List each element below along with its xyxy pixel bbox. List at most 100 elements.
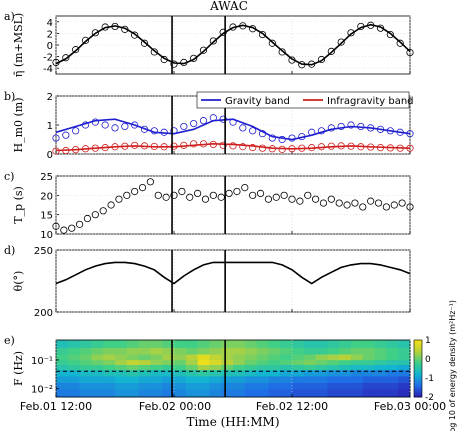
heatmap-cell (362, 360, 376, 366)
heatmap-cell (79, 376, 92, 384)
data-point (52, 222, 60, 230)
heatmap-cell (103, 340, 116, 349)
heatmap-cell (315, 365, 328, 371)
heatmap-cell (280, 389, 293, 398)
data-point (376, 125, 385, 133)
y-tick-label: 0 (47, 150, 53, 161)
colorbar-segment (414, 340, 422, 342)
heatmap-cell (362, 340, 376, 349)
data-point (343, 201, 351, 209)
heatmap-cell (374, 354, 387, 361)
data-point (209, 140, 217, 149)
heatmap-cell (209, 376, 222, 384)
heatmap-cell (162, 365, 175, 371)
heatmap-cell (56, 370, 69, 377)
heatmap-cell (185, 340, 199, 349)
heatmap-cell (233, 360, 246, 366)
data-point (288, 56, 296, 64)
data-point (219, 141, 227, 149)
data-point (199, 140, 208, 148)
heatmap-cell (386, 347, 399, 356)
data-point (406, 130, 414, 138)
heatmap-cell (233, 365, 246, 371)
heatmap-cell (115, 360, 128, 366)
heatmap-cell (386, 376, 399, 384)
data-point (272, 193, 280, 201)
heatmap-cell (79, 370, 92, 377)
heatmap-cell (351, 370, 364, 377)
y-tick-label: -2 (43, 53, 53, 64)
data-point (376, 144, 385, 152)
heatmap-cell (268, 389, 281, 398)
colorbar-tick-label: -2 (425, 393, 434, 403)
data-point (121, 142, 129, 150)
data-point (280, 191, 288, 199)
data-point (160, 143, 168, 151)
heatmap-cell (362, 365, 376, 371)
heatmap-cell (185, 370, 199, 377)
data-point (327, 124, 335, 132)
heatmap-cell (91, 370, 104, 377)
heatmap-cell (126, 370, 140, 377)
heatmap-cell (362, 389, 376, 398)
data-point (278, 135, 286, 144)
data-point (396, 144, 404, 152)
data-point (72, 46, 80, 54)
heatmap-cell (162, 389, 175, 398)
heatmap-cell (233, 340, 246, 349)
heatmap-cell (185, 383, 199, 390)
heatmap-cell (150, 389, 163, 398)
plot-frame (55, 175, 411, 235)
heatmap-cell (244, 347, 258, 356)
data-point (111, 22, 119, 31)
data-point (268, 39, 276, 47)
data-point (111, 143, 119, 151)
y-axis-label: T_p (s) (12, 186, 25, 224)
heatmap-cell (398, 389, 411, 398)
data-point (308, 128, 316, 136)
heatmap-cell (174, 370, 187, 377)
plot-frame (55, 339, 411, 398)
colorbar-segment (414, 381, 422, 384)
heatmap-cell (174, 365, 187, 371)
data-point (337, 38, 345, 46)
data-point (288, 134, 296, 142)
data-point (190, 119, 198, 128)
heatmap-cell (256, 340, 269, 349)
data-point (140, 142, 149, 150)
panel-a: a) 420-2-4 η̄ (m+MSL) (4, 10, 414, 77)
data-point (121, 122, 129, 131)
heatmap-cell (91, 376, 104, 384)
colorbar-segment (414, 371, 422, 374)
heatmap-cell (221, 376, 234, 384)
heatmap-cell (162, 340, 175, 349)
data-point (288, 195, 296, 203)
heatmap-cell (56, 389, 69, 398)
heatmap-cell (244, 360, 258, 366)
data-point (91, 144, 99, 152)
data-point (296, 197, 304, 205)
heatmap-cell (174, 360, 187, 366)
data-point (249, 25, 257, 33)
colorbar-segment (414, 384, 422, 387)
data-point (170, 142, 178, 150)
data-point (219, 115, 227, 123)
y-tick-label: -4 (43, 64, 53, 75)
heatmap-cell (221, 383, 234, 390)
heatmap-cell (280, 365, 293, 371)
heatmap-cell (268, 347, 281, 356)
y-tick-label: 10⁻² (31, 384, 53, 395)
heatmap-cell (197, 340, 210, 349)
heatmap-cell (386, 389, 399, 398)
data-point (357, 143, 365, 151)
heatmap-cell (174, 389, 187, 398)
data-point (150, 142, 158, 151)
heatmap-cell (126, 347, 140, 356)
colorbar-tick-label: -1 (425, 374, 434, 384)
data-point (398, 199, 406, 207)
heatmap-cell (315, 354, 328, 361)
heatmap-cell (103, 389, 116, 398)
heatmap-cell (197, 376, 210, 384)
colorbar-segment (414, 368, 422, 371)
heatmap-cell (268, 376, 281, 384)
